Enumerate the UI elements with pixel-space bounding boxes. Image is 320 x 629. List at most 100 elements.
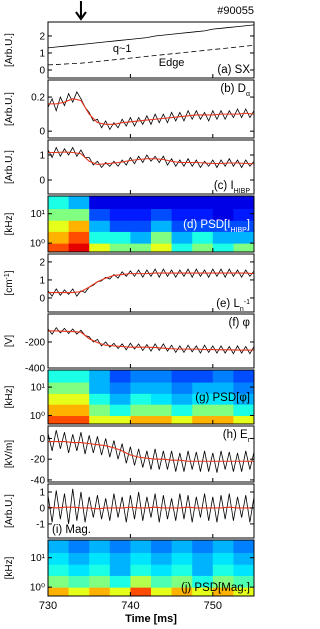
series-line bbox=[48, 151, 255, 166]
spectrogram-cell bbox=[89, 220, 111, 232]
label-part: [kHz] bbox=[4, 385, 15, 408]
label-part: [V] bbox=[4, 335, 15, 347]
spectrogram-cell bbox=[171, 552, 193, 565]
spectrogram-cell bbox=[212, 243, 234, 253]
series-line bbox=[47, 506, 254, 510]
panel-label: (d) PSD[IHIBP] bbox=[183, 219, 250, 234]
y-axis-title: [V] bbox=[4, 335, 15, 347]
y-axis-title: [kHz] bbox=[4, 385, 15, 408]
label-part: HIBP bbox=[234, 188, 251, 195]
y-tick-label: 10¹ bbox=[31, 553, 46, 564]
panel-label: (a) SX bbox=[217, 64, 250, 76]
label-part: (f) φ bbox=[228, 317, 250, 329]
y-tick-label: 1 bbox=[39, 275, 45, 286]
spectrogram-cell bbox=[192, 208, 214, 221]
y-tick-label: 0 bbox=[39, 66, 45, 77]
panel-frame bbox=[47, 313, 255, 369]
spectrogram-cell bbox=[171, 220, 193, 232]
panel-label: (e) Ln-1 bbox=[216, 298, 250, 313]
spectrogram-cell bbox=[89, 564, 111, 576]
label-part: (a) SX bbox=[217, 64, 250, 76]
spectrogram-cell bbox=[151, 393, 173, 405]
spectrogram-cell bbox=[171, 540, 193, 554]
spectrogram-cell bbox=[89, 370, 111, 383]
spectrogram-cell bbox=[48, 382, 70, 394]
spectrogram-cell bbox=[233, 370, 255, 383]
spectrogram-cell bbox=[130, 196, 152, 210]
spectrogram-cell bbox=[212, 587, 234, 597]
label-part: -1 bbox=[4, 273, 11, 279]
spectrogram-cell bbox=[151, 587, 173, 597]
label-part: [Arb.U.] bbox=[4, 494, 15, 528]
x-tick-label: 750 bbox=[204, 600, 222, 612]
spectrogram-cell bbox=[109, 415, 131, 425]
y-tick-label: 0 bbox=[39, 434, 45, 445]
spectrogram-cell bbox=[89, 575, 111, 588]
series-line bbox=[47, 44, 255, 66]
spectrogram-cell bbox=[233, 243, 255, 253]
spectrogram-cell bbox=[68, 370, 90, 383]
y-axis-title: [Arb.U.] bbox=[4, 92, 15, 126]
spectrogram-cell bbox=[171, 587, 193, 597]
spectrogram-cell bbox=[130, 575, 152, 588]
panel-label: (j) PSD[Mag.] bbox=[181, 582, 250, 594]
label-part: [Arb.U.] bbox=[4, 33, 15, 67]
panel-frame bbox=[47, 79, 255, 139]
spectrogram-cell bbox=[130, 243, 152, 253]
label-part: [kHz] bbox=[4, 212, 15, 235]
spectrogram-cell bbox=[171, 231, 193, 244]
spectrogram-cell bbox=[151, 220, 173, 232]
spectrogram-cell bbox=[68, 575, 90, 588]
spectrogram-cell bbox=[171, 370, 193, 383]
spectrogram-cell bbox=[233, 575, 255, 588]
spectrogram-cell bbox=[48, 575, 70, 588]
spectrogram-cell bbox=[109, 370, 131, 383]
spectrogram-cell bbox=[130, 231, 152, 244]
spectrogram-cell bbox=[89, 404, 111, 416]
y-tick-label: 10⁰ bbox=[30, 239, 45, 250]
label-part: (j) PSD[Mag.] bbox=[181, 582, 250, 594]
spectrogram-cell bbox=[151, 415, 173, 425]
series-line bbox=[47, 24, 255, 49]
y-tick-label: 10⁰ bbox=[30, 583, 45, 594]
spectrogram-cell bbox=[48, 208, 70, 221]
spectrogram-cell bbox=[212, 393, 234, 405]
spectrogram-cell bbox=[130, 415, 152, 425]
spectrogram-cell bbox=[233, 552, 255, 565]
y-tick-label: 2 bbox=[39, 257, 45, 268]
spectrogram-cell bbox=[233, 415, 255, 425]
spectrogram-cell bbox=[130, 370, 152, 383]
y-tick-label: 2 bbox=[39, 31, 45, 42]
spectrogram-cell bbox=[151, 243, 173, 253]
spectrogram-cell bbox=[192, 575, 214, 588]
y-tick-label: -200 bbox=[25, 337, 45, 348]
series-label: q~1 bbox=[113, 43, 132, 55]
spectrogram-cell bbox=[192, 404, 214, 416]
spectrogram-cell bbox=[109, 575, 131, 588]
spectrogram-cell bbox=[233, 231, 255, 244]
spectrogram-cell bbox=[48, 243, 70, 253]
spectrogram-cell bbox=[151, 231, 173, 244]
panel-frame bbox=[47, 195, 255, 253]
spectrogram-cell bbox=[48, 370, 70, 383]
label-part: (h) E bbox=[223, 429, 248, 441]
spectrogram-cell bbox=[130, 564, 152, 576]
label-part: HIBP bbox=[230, 227, 247, 234]
y-tick-label: 1 bbox=[39, 487, 45, 498]
spectrogram-cell bbox=[68, 564, 90, 576]
spectrogram-cell bbox=[233, 564, 255, 576]
spectrogram-cell bbox=[192, 587, 214, 597]
y-tick-label: -40 bbox=[31, 475, 46, 486]
label-part: ] bbox=[4, 270, 15, 273]
spectrogram-cell bbox=[89, 196, 111, 210]
spectrogram-cell bbox=[151, 552, 173, 565]
shot-number: #90055 bbox=[217, 5, 254, 17]
spectrogram-cell bbox=[151, 564, 173, 576]
spectrogram-cell bbox=[151, 208, 173, 221]
panel-frame bbox=[47, 139, 255, 195]
series-line bbox=[47, 91, 255, 131]
spectrogram-cell bbox=[212, 564, 234, 576]
spectrogram-cell bbox=[130, 382, 152, 394]
spectrogram-cell bbox=[151, 404, 173, 416]
spectrogram-cell bbox=[109, 243, 131, 253]
